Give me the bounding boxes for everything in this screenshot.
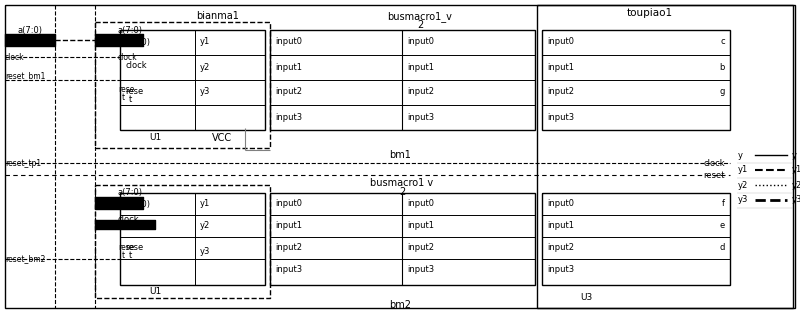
Text: b: b bbox=[720, 62, 725, 72]
Text: input1: input1 bbox=[547, 62, 574, 72]
Text: VCC: VCC bbox=[212, 133, 232, 143]
Text: input0: input0 bbox=[407, 37, 434, 47]
Text: y2: y2 bbox=[792, 180, 800, 190]
Text: busmacro1 v: busmacro1 v bbox=[370, 178, 434, 188]
Text: input0: input0 bbox=[547, 37, 574, 47]
Text: reset_bm1: reset_bm1 bbox=[5, 72, 46, 81]
Text: a(7:0): a(7:0) bbox=[125, 199, 150, 209]
Text: U1: U1 bbox=[149, 288, 161, 296]
Text: y2: y2 bbox=[738, 180, 748, 190]
Text: input1: input1 bbox=[275, 221, 302, 231]
Text: reset_bm2: reset_bm2 bbox=[5, 255, 46, 264]
Text: U3: U3 bbox=[580, 294, 592, 302]
Text: input1: input1 bbox=[407, 221, 434, 231]
Text: clock: clock bbox=[5, 53, 25, 61]
Text: y3: y3 bbox=[738, 196, 748, 204]
Text: clock: clock bbox=[125, 221, 146, 231]
Text: clock: clock bbox=[703, 158, 725, 168]
Text: clock: clock bbox=[118, 215, 140, 225]
Text: bm1: bm1 bbox=[389, 150, 411, 160]
Text: 2: 2 bbox=[399, 187, 405, 197]
Text: t: t bbox=[129, 251, 132, 261]
Text: input0: input0 bbox=[547, 199, 574, 209]
Text: d: d bbox=[720, 243, 725, 253]
Text: input3: input3 bbox=[275, 266, 302, 274]
Text: input0: input0 bbox=[275, 37, 302, 47]
Text: y1: y1 bbox=[200, 199, 210, 209]
Text: input2: input2 bbox=[407, 243, 434, 253]
Text: t: t bbox=[122, 94, 125, 102]
Text: toupiao1: toupiao1 bbox=[627, 8, 673, 18]
Text: reset_tp1: reset_tp1 bbox=[5, 158, 41, 168]
Text: 2: 2 bbox=[417, 20, 423, 30]
Text: U1: U1 bbox=[149, 134, 161, 142]
Text: y3: y3 bbox=[792, 196, 800, 204]
Text: reset: reset bbox=[703, 170, 725, 180]
Text: input3: input3 bbox=[547, 266, 574, 274]
Text: y2: y2 bbox=[200, 62, 210, 72]
Text: a(7:0): a(7:0) bbox=[118, 26, 143, 35]
Text: t: t bbox=[122, 251, 125, 261]
Text: bianma1: bianma1 bbox=[197, 11, 239, 21]
Text: rese: rese bbox=[118, 243, 134, 253]
Text: rese: rese bbox=[125, 243, 143, 253]
Text: y3: y3 bbox=[200, 247, 210, 255]
Text: input2: input2 bbox=[275, 243, 302, 253]
Text: y: y bbox=[738, 151, 743, 159]
Text: c: c bbox=[720, 37, 725, 47]
Text: input1: input1 bbox=[407, 62, 434, 72]
Text: rese: rese bbox=[118, 85, 134, 94]
Text: y3: y3 bbox=[200, 88, 210, 96]
Text: y1: y1 bbox=[792, 165, 800, 175]
Text: input3: input3 bbox=[275, 112, 302, 122]
Text: input2: input2 bbox=[275, 88, 302, 96]
Text: t: t bbox=[129, 94, 132, 104]
Text: y2: y2 bbox=[200, 221, 210, 231]
Text: f: f bbox=[722, 199, 725, 209]
Text: clock: clock bbox=[118, 53, 138, 61]
Text: a(7:0): a(7:0) bbox=[118, 187, 143, 197]
Text: a(7:0): a(7:0) bbox=[125, 37, 150, 47]
Text: input3: input3 bbox=[407, 266, 434, 274]
Text: input2: input2 bbox=[547, 88, 574, 96]
Text: g: g bbox=[720, 88, 725, 96]
Text: busmacro1_v: busmacro1_v bbox=[387, 11, 453, 22]
Text: a(7:0): a(7:0) bbox=[18, 26, 42, 35]
Text: input1: input1 bbox=[275, 62, 302, 72]
Text: input2: input2 bbox=[407, 88, 434, 96]
Text: input2: input2 bbox=[547, 243, 574, 253]
Text: y1: y1 bbox=[200, 37, 210, 47]
Text: input0: input0 bbox=[407, 199, 434, 209]
Text: bm2: bm2 bbox=[389, 300, 411, 310]
Text: y: y bbox=[792, 151, 797, 159]
Text: clock: clock bbox=[125, 61, 146, 71]
Text: rese: rese bbox=[125, 87, 143, 95]
Text: input3: input3 bbox=[547, 112, 574, 122]
Text: input0: input0 bbox=[275, 199, 302, 209]
Text: input1: input1 bbox=[547, 221, 574, 231]
Text: e: e bbox=[720, 221, 725, 231]
Text: y1: y1 bbox=[738, 165, 748, 175]
Text: input3: input3 bbox=[407, 112, 434, 122]
